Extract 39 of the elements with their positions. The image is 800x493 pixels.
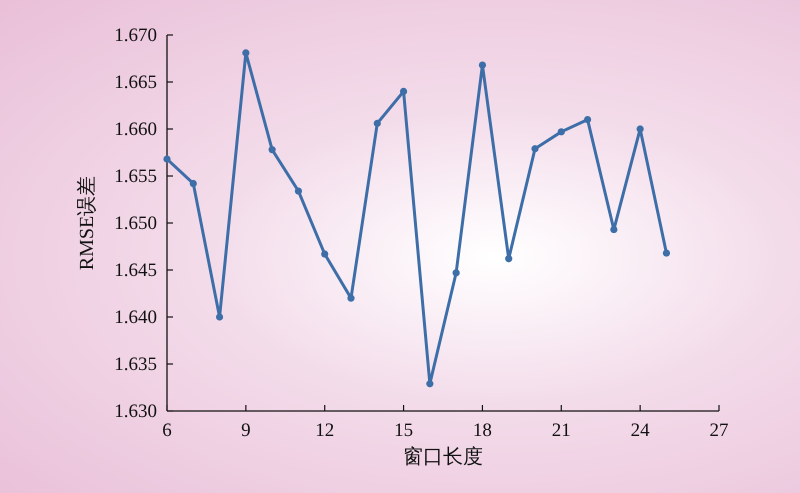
y-axis-title: RMSE误差	[76, 176, 98, 270]
y-tick-label: 1.655	[114, 166, 157, 187]
point	[294, 187, 302, 195]
point	[347, 294, 355, 302]
y-tick-label: 1.630	[114, 401, 157, 422]
x-tick-label: 18	[472, 420, 492, 441]
point	[452, 269, 460, 276]
point	[374, 120, 381, 127]
point	[662, 249, 670, 257]
x-tick-label: 15	[394, 420, 414, 441]
point	[558, 128, 565, 136]
y-tick-label: 1.635	[114, 354, 157, 375]
point	[400, 88, 408, 95]
y-tick-label: 1.650	[114, 213, 157, 234]
point	[268, 146, 276, 154]
y-tick-label: 1.660	[114, 119, 157, 140]
x-tick-label: 6	[162, 420, 172, 441]
x-tick-label: 21	[552, 420, 571, 441]
point	[163, 155, 171, 163]
point	[636, 125, 644, 133]
y-tick-label: 1.640	[114, 307, 157, 328]
point	[242, 49, 250, 56]
point	[531, 145, 539, 152]
point	[610, 226, 618, 234]
point	[478, 61, 486, 69]
point	[584, 116, 592, 124]
y-tick-label: 1.670	[114, 25, 157, 46]
point	[505, 255, 512, 262]
x-axis-title: 窗口长度	[403, 446, 483, 468]
point	[216, 313, 224, 321]
x-tick-label: 24	[630, 420, 650, 441]
point	[426, 380, 434, 388]
x-tick-label: 9	[241, 420, 251, 441]
point	[321, 250, 328, 258]
point	[190, 180, 197, 188]
x-tick-label: 27	[710, 420, 728, 441]
x-tick-label: 12	[315, 420, 334, 441]
y-tick-label: 1.645	[114, 260, 157, 281]
y-tick-label: 1.665	[114, 72, 157, 93]
